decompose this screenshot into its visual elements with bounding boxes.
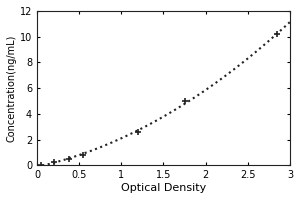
Y-axis label: Concentration(ng/mL): Concentration(ng/mL) xyxy=(7,34,17,142)
X-axis label: Optical Density: Optical Density xyxy=(121,183,206,193)
